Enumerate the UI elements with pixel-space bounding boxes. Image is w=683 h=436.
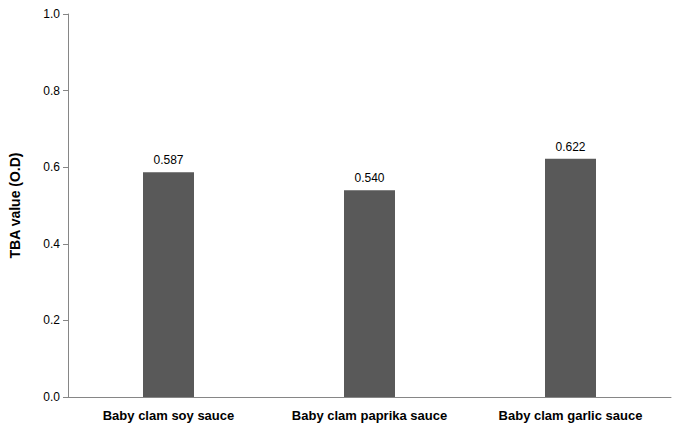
- svg-text:TBA value (O.D): TBA value (O.D): [7, 152, 23, 258]
- svg-text:Baby clam garlic sauce: Baby clam garlic sauce: [499, 408, 643, 423]
- svg-text:1.0: 1.0: [43, 7, 60, 21]
- svg-text:0.4: 0.4: [43, 237, 60, 251]
- svg-text:0.6: 0.6: [43, 160, 60, 174]
- svg-text:0.8: 0.8: [43, 84, 60, 98]
- svg-text:0.622: 0.622: [555, 140, 585, 154]
- svg-text:0.587: 0.587: [153, 153, 183, 167]
- svg-text:0.2: 0.2: [43, 313, 60, 327]
- svg-text:0.0: 0.0: [43, 390, 60, 404]
- svg-text:0.540: 0.540: [354, 171, 384, 185]
- svg-text:Baby clam soy sauce: Baby clam soy sauce: [103, 408, 235, 423]
- svg-text:Baby clam paprika sauce: Baby clam paprika sauce: [292, 408, 447, 423]
